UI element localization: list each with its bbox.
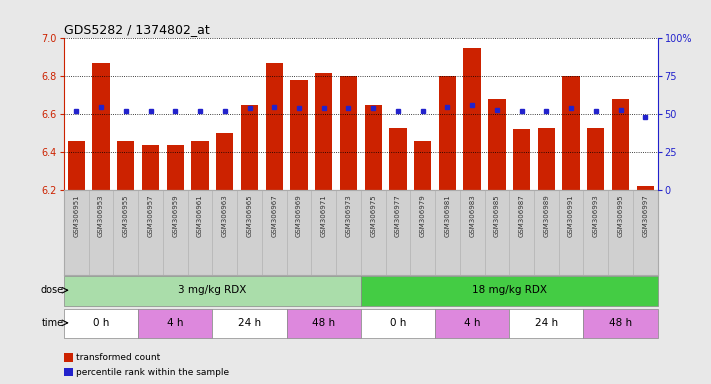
Bar <box>435 309 509 338</box>
Text: GSM306991: GSM306991 <box>568 194 574 237</box>
Text: GSM306989: GSM306989 <box>543 194 550 237</box>
Text: GSM306983: GSM306983 <box>469 194 475 237</box>
Bar <box>340 76 357 190</box>
Text: GSM306965: GSM306965 <box>247 194 252 237</box>
Text: GSM306977: GSM306977 <box>395 194 401 237</box>
Bar <box>68 141 85 190</box>
Bar <box>538 127 555 190</box>
Bar <box>612 99 629 190</box>
Bar <box>64 309 138 338</box>
Text: 24 h: 24 h <box>238 318 261 328</box>
Bar <box>64 276 361 306</box>
Bar <box>117 141 134 190</box>
Text: GSM306961: GSM306961 <box>197 194 203 237</box>
Text: GSM306969: GSM306969 <box>296 194 302 237</box>
Text: 0 h: 0 h <box>390 318 406 328</box>
Text: 0 h: 0 h <box>93 318 109 328</box>
Bar <box>414 141 432 190</box>
Text: GDS5282 / 1374802_at: GDS5282 / 1374802_at <box>64 23 210 36</box>
Bar <box>360 309 435 338</box>
Text: GSM306971: GSM306971 <box>321 194 327 237</box>
Text: GSM306955: GSM306955 <box>123 194 129 237</box>
Text: GSM306953: GSM306953 <box>98 194 104 237</box>
Text: GSM306993: GSM306993 <box>593 194 599 237</box>
Bar <box>390 127 407 190</box>
Bar <box>213 309 287 338</box>
Bar <box>138 309 213 338</box>
Bar <box>166 144 184 190</box>
Bar <box>290 80 308 190</box>
Bar <box>142 144 159 190</box>
Text: GSM306995: GSM306995 <box>618 194 624 237</box>
Bar <box>360 276 658 306</box>
Bar <box>287 309 360 338</box>
Text: GSM306959: GSM306959 <box>172 194 178 237</box>
Bar <box>587 127 604 190</box>
Bar <box>636 186 654 190</box>
Bar <box>513 129 530 190</box>
Text: 24 h: 24 h <box>535 318 558 328</box>
Text: 3 mg/kg RDX: 3 mg/kg RDX <box>178 285 247 295</box>
Text: 4 h: 4 h <box>167 318 183 328</box>
Text: 48 h: 48 h <box>609 318 632 328</box>
Bar <box>464 48 481 190</box>
Text: GSM306957: GSM306957 <box>148 194 154 237</box>
Bar <box>241 105 258 190</box>
Bar <box>365 105 382 190</box>
Text: 18 mg/kg RDX: 18 mg/kg RDX <box>472 285 547 295</box>
Text: GSM306975: GSM306975 <box>370 194 376 237</box>
Text: dose: dose <box>41 285 63 295</box>
Text: GSM306985: GSM306985 <box>494 194 500 237</box>
Bar <box>92 63 109 190</box>
Bar <box>266 63 283 190</box>
Bar <box>584 309 658 338</box>
Bar <box>315 73 332 190</box>
Text: GSM306973: GSM306973 <box>346 194 351 237</box>
Text: GSM306987: GSM306987 <box>518 194 525 237</box>
Text: percentile rank within the sample: percentile rank within the sample <box>76 367 229 377</box>
Text: transformed count: transformed count <box>76 353 160 362</box>
Bar <box>216 133 233 190</box>
Text: GSM306997: GSM306997 <box>642 194 648 237</box>
Text: time: time <box>41 318 63 328</box>
Bar <box>509 309 584 338</box>
Bar <box>439 76 456 190</box>
Text: GSM306979: GSM306979 <box>419 194 426 237</box>
Bar <box>488 99 506 190</box>
Text: 48 h: 48 h <box>312 318 336 328</box>
Text: GSM306981: GSM306981 <box>444 194 450 237</box>
Bar <box>191 141 209 190</box>
Bar <box>562 76 579 190</box>
Text: GSM306967: GSM306967 <box>272 194 277 237</box>
Text: GSM306963: GSM306963 <box>222 194 228 237</box>
Text: 4 h: 4 h <box>464 318 481 328</box>
Text: GSM306951: GSM306951 <box>73 194 80 237</box>
